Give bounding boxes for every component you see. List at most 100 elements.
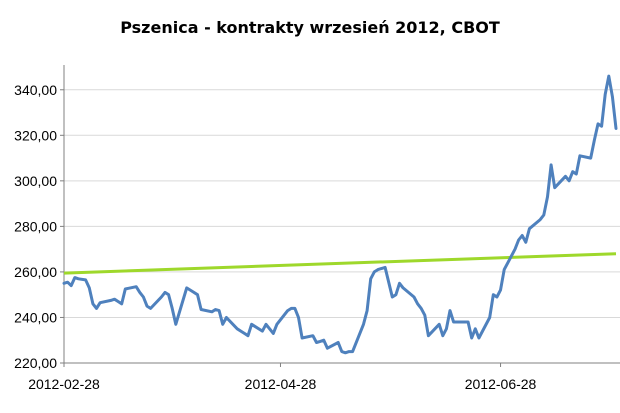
data-point-111	[611, 96, 614, 98]
data-point-12	[117, 300, 119, 303]
data-point-30	[211, 311, 213, 313]
data-point-37	[243, 332, 245, 334]
data-point-85	[489, 316, 491, 319]
data-point-72	[420, 307, 422, 309]
data-point-77	[445, 328, 447, 330]
data-point-65	[384, 266, 386, 268]
grid-lines	[64, 89, 620, 364]
data-point-102	[572, 171, 574, 173]
data-point-43	[272, 332, 274, 334]
data-point-27	[193, 291, 195, 293]
data-point-33	[222, 323, 224, 325]
y-tick-label-4: 300,00	[14, 173, 57, 189]
data-point-28	[196, 294, 199, 296]
y-axis-ticks: 220,00 240,00 260,00 280,00 300,00 320,00 340,…	[14, 82, 64, 371]
x-tick-label-0: 2012-02-28	[28, 376, 100, 392]
data-point-18	[146, 305, 148, 307]
data-point-98	[550, 164, 552, 166]
data-point-2	[70, 285, 72, 287]
data-point-3	[74, 277, 76, 279]
data-point-95	[539, 219, 541, 221]
data-point-83	[474, 328, 476, 330]
data-point-108	[601, 125, 603, 127]
data-point-89	[503, 269, 505, 271]
data-point-35	[236, 328, 238, 330]
data-point-84	[478, 337, 480, 339]
data-point-15	[135, 286, 137, 288]
data-point-87	[496, 296, 498, 298]
y-tick-label-3: 280,00	[14, 218, 57, 234]
data-point-44	[276, 323, 278, 325]
data-point-71	[417, 303, 419, 305]
data-point-69	[402, 287, 404, 289]
data-point-68	[398, 282, 401, 284]
data-point-31	[214, 308, 217, 311]
data-point-50	[312, 335, 314, 337]
data-point-16	[139, 291, 141, 293]
data-point-17	[142, 296, 144, 298]
data-point-101	[568, 180, 570, 182]
data-point-34	[225, 316, 227, 319]
data-point-22	[168, 294, 170, 296]
data-point-29	[200, 308, 202, 311]
data-point-63	[373, 271, 375, 273]
data-point-73	[424, 314, 426, 316]
series-line-price	[62, 74, 618, 355]
axes	[63, 65, 620, 364]
data-point-11	[113, 298, 116, 300]
data-point-54	[326, 347, 328, 349]
data-point-105	[590, 157, 592, 159]
data-point-103	[575, 173, 577, 175]
data-point-112	[615, 127, 617, 130]
data-point-56	[341, 351, 343, 353]
data-point-99	[554, 187, 556, 189]
data-point-1	[67, 281, 69, 283]
data-point-14	[124, 288, 126, 290]
data-point-47	[294, 307, 296, 309]
data-point-81	[467, 321, 469, 323]
data-point-20	[160, 296, 162, 298]
data-point-91	[518, 239, 520, 241]
data-point-42	[269, 328, 271, 330]
data-point-76	[442, 335, 444, 337]
data-point-53	[323, 339, 325, 341]
data-point-26	[189, 289, 191, 291]
data-point-67	[395, 294, 397, 296]
data-point-86	[492, 294, 494, 296]
data-point-107	[597, 123, 599, 125]
chart-title: Pszenica - kontrakty wrzesień 2012, CBOT	[120, 18, 500, 37]
data-point-74	[427, 335, 429, 337]
y-tick-label-5: 320,00	[14, 127, 57, 143]
y-tick-label-2: 260,00	[14, 264, 57, 280]
data-point-10	[110, 299, 112, 301]
data-point-110	[608, 75, 610, 77]
data-point-39	[251, 323, 253, 325]
data-point-49	[301, 337, 303, 339]
data-point-48	[297, 316, 300, 319]
data-point-4	[77, 278, 79, 280]
data-point-46	[290, 307, 292, 309]
data-point-58	[348, 351, 350, 353]
data-point-94	[528, 228, 531, 230]
data-point-41	[265, 323, 267, 325]
data-point-6	[88, 287, 90, 289]
data-point-96	[543, 214, 545, 216]
data-point-70	[413, 296, 415, 298]
data-point-92	[521, 234, 523, 237]
data-point-79	[453, 321, 455, 323]
data-point-23	[171, 307, 173, 309]
data-point-25	[186, 287, 188, 289]
data-point-51	[315, 341, 318, 344]
data-point-61	[366, 310, 368, 312]
data-point-82	[471, 337, 473, 339]
data-point-9	[99, 302, 101, 304]
y-tick-label-0: 220,00	[14, 355, 57, 371]
data-point-64	[377, 269, 379, 271]
data-point-78	[449, 310, 451, 312]
data-point-5	[85, 279, 87, 281]
data-point-7	[92, 303, 94, 305]
data-point-90	[514, 248, 516, 250]
data-point-19	[150, 307, 152, 309]
data-point-36	[240, 330, 242, 332]
x-axis-ticks: 2012-02-28 2012-04-28 2012-06-28	[28, 363, 537, 392]
